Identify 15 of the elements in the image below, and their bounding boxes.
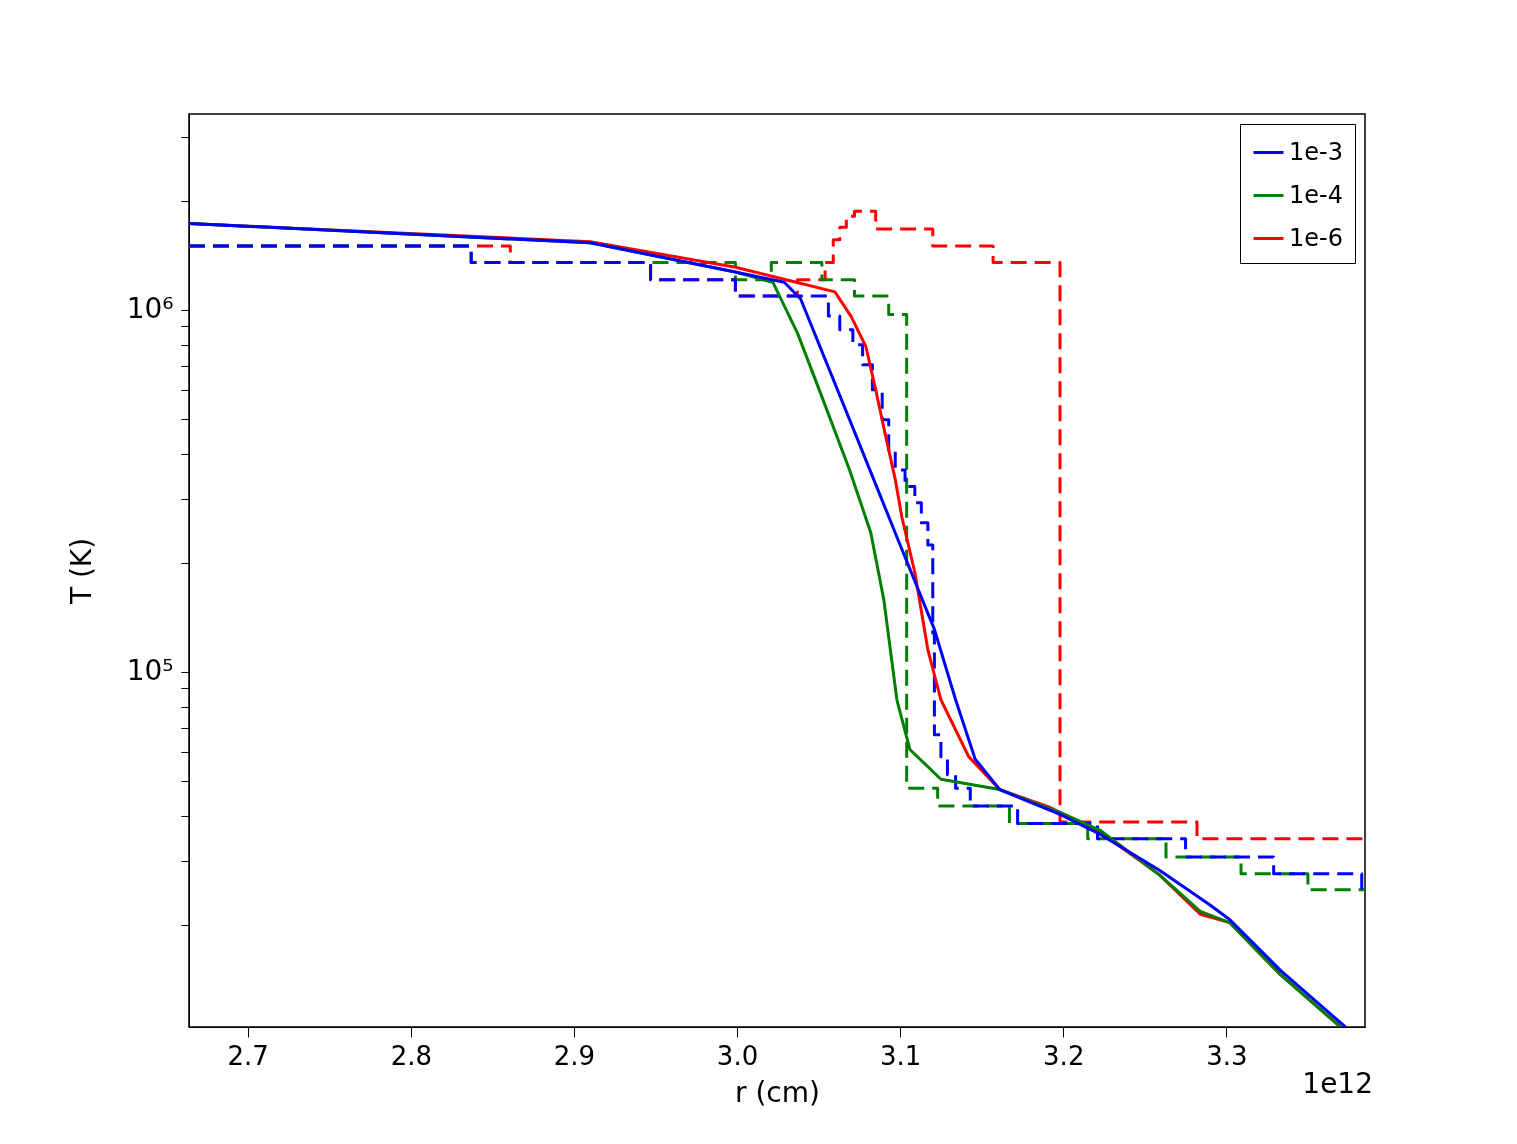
x-tick-label: 3.0	[716, 1040, 759, 1071]
y-tick-label: 10⁶	[126, 292, 174, 326]
x-tick-label: 2.8	[390, 1040, 432, 1071]
legend-label: 1e-4	[1289, 180, 1343, 209]
text: 1e12	[1302, 1067, 1373, 1100]
x-axis-title: r (cm)	[735, 1075, 820, 1109]
legend-label: 1e-3	[1289, 137, 1343, 166]
x-tick-label: 2.7	[227, 1040, 269, 1071]
y-axis-title: T (K)	[64, 537, 98, 606]
x-tick-label: 3.2	[1043, 1040, 1085, 1071]
legend-label: 1e-6	[1289, 223, 1343, 252]
x-tick-label: 3.3	[1206, 1040, 1248, 1071]
x-tick-label: 2.9	[553, 1040, 596, 1071]
y-tick-label: 10⁵	[126, 654, 174, 688]
x-tick-label: 3.1	[879, 1040, 922, 1071]
